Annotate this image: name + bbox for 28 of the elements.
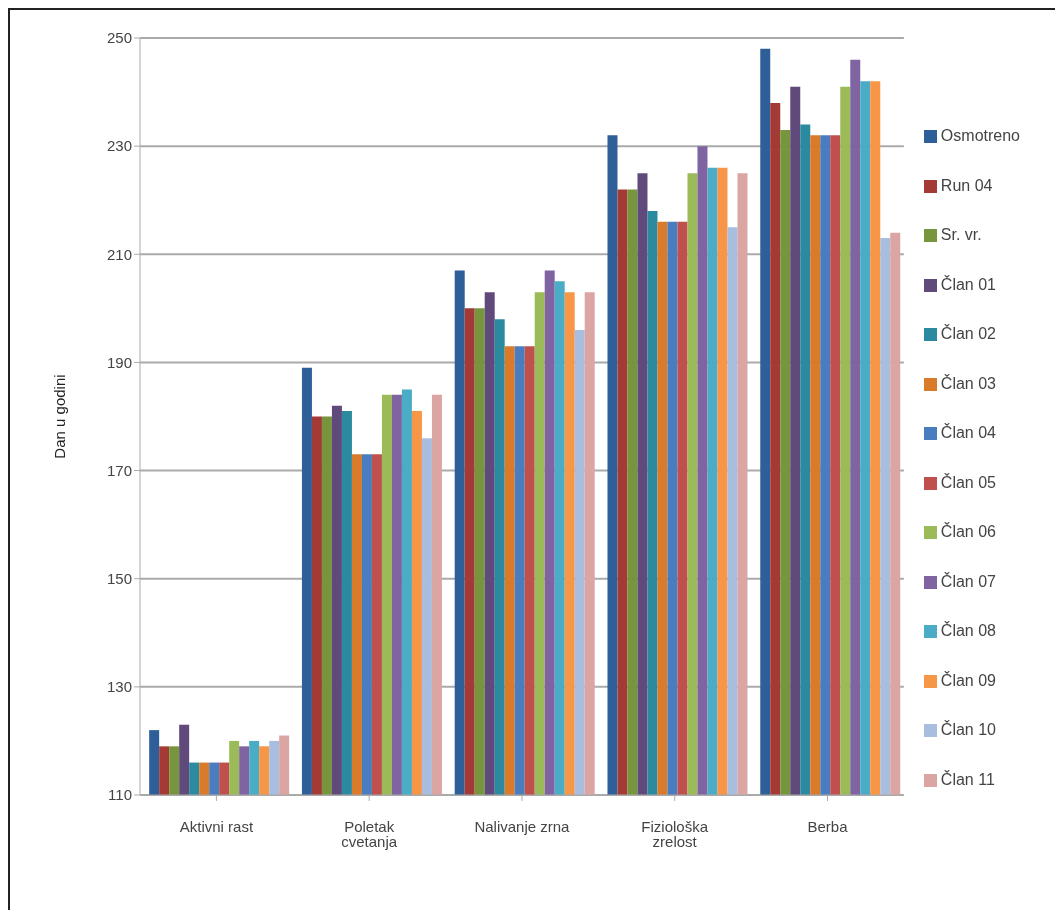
legend-label: Član 04: [940, 424, 997, 441]
legend-label: Član 02: [940, 325, 997, 342]
y-tick-label: 170: [106, 461, 132, 479]
y-tick-label: 210: [106, 245, 132, 263]
legend-label: Član 09: [940, 671, 997, 689]
legend-label: Član 11: [940, 770, 995, 788]
legend-label: Osmotreno: [940, 127, 1020, 144]
x-tick-label: Nalivanje zrna: [474, 817, 571, 835]
legend-label: Član 06: [940, 523, 997, 540]
legend-label: Član 08: [940, 622, 997, 639]
legend-label: Član 01: [940, 275, 997, 293]
x-tick-label: Fiziološka zrelost: [641, 817, 709, 850]
legend-label: Član 10: [940, 721, 997, 738]
x-tick-label: Poletak cvetanja: [341, 817, 398, 850]
x-tick-label: Berba: [807, 817, 849, 835]
y-tick-label: 190: [106, 353, 132, 371]
legend-label: Član 03: [940, 374, 997, 392]
y-tick-label: 130: [106, 678, 132, 696]
legend-label: Run 04: [940, 176, 993, 194]
legend-label: Član 05: [940, 473, 997, 491]
y-axis-title: Dan u godini: [51, 374, 69, 459]
y-tick-label: 150: [106, 570, 132, 588]
legend-label: Član 07: [940, 572, 997, 590]
y-tick-label: 230: [106, 137, 132, 155]
y-tick-label: 110: [108, 786, 132, 804]
y-tick-label: 250: [106, 29, 132, 47]
x-tick-label: Aktivni rast: [179, 817, 254, 835]
legend-label: Sr. vr.: [940, 226, 982, 243]
